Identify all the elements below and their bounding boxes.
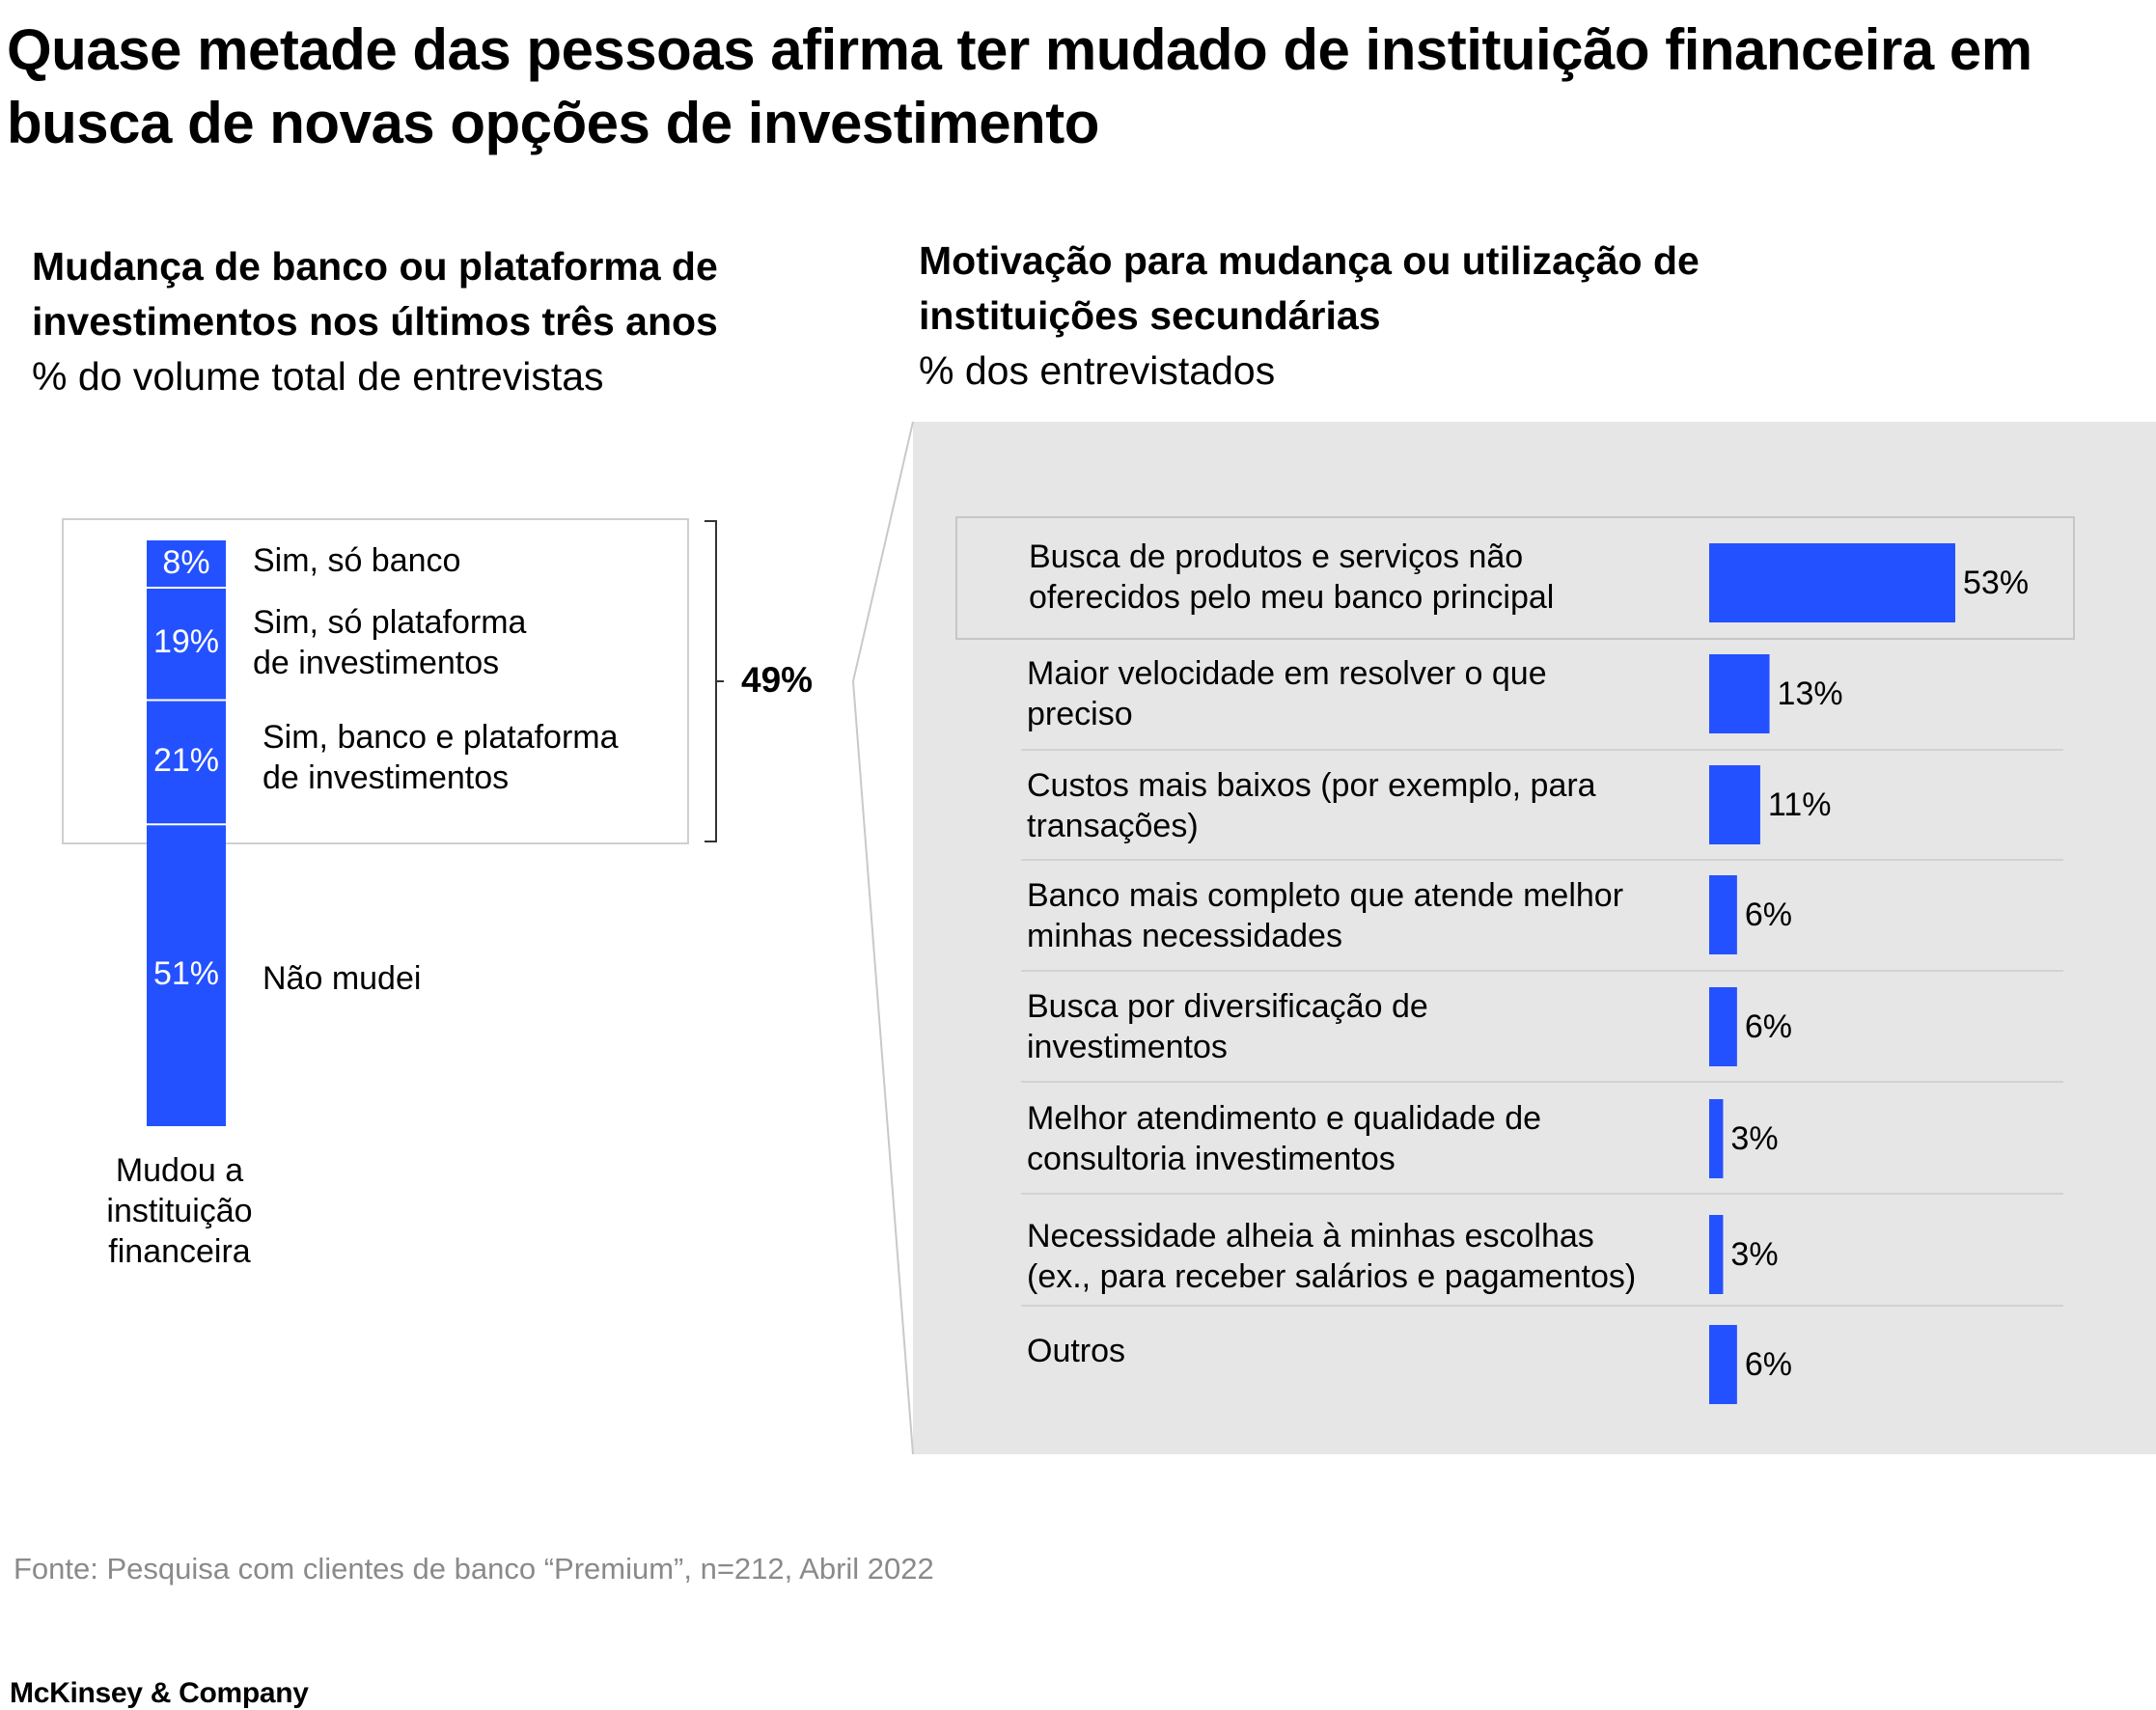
bar-category-label: Maior velocidade em resolver o que preci… bbox=[1027, 653, 1547, 734]
bar-value-label: 6% bbox=[1744, 1346, 1792, 1383]
bar-category-text: consultoria investimentos bbox=[1027, 1141, 1396, 1177]
segment-category-label: Sim, banco e plataforma de investimentos bbox=[263, 717, 619, 798]
segment-category-text: Sim, só plataforma bbox=[253, 604, 527, 641]
motivation-bar bbox=[1709, 654, 1770, 733]
stacked-segment bbox=[147, 824, 226, 1126]
bar-value-label: 3% bbox=[1730, 1120, 1779, 1157]
row-separator bbox=[1021, 1081, 2063, 1083]
right-chart-heading: Motivação para mudança ou utilização de … bbox=[919, 234, 1700, 399]
bar-category-text: Necessidade alheia à minhas escolhas bbox=[1027, 1218, 1594, 1255]
motivation-bar bbox=[1709, 765, 1760, 844]
bracket bbox=[705, 520, 724, 842]
segment-value-label: 8% bbox=[162, 543, 210, 581]
bar-value-label: 6% bbox=[1744, 1008, 1792, 1045]
main-title: Quase metade das pessoas afirma ter muda… bbox=[7, 17, 2032, 155]
bar-category-text: Banco mais completo que atende melhor bbox=[1027, 877, 1624, 914]
row-separator bbox=[1021, 970, 2063, 972]
segment-category-text: Não mudei bbox=[263, 960, 422, 997]
bar-category-label: Busca de produtos e serviços não ofereci… bbox=[1029, 537, 1554, 618]
row-separator bbox=[1021, 749, 2063, 751]
bar-category-label: Melhor atendimento e qualidade de consul… bbox=[1027, 1098, 1541, 1179]
bar-category-text: Busca de produtos e serviços não bbox=[1029, 538, 1524, 575]
bar-category-text: oferecidos pelo meu banco principal bbox=[1029, 579, 1555, 616]
bar-value-label: 53% bbox=[1963, 565, 2030, 601]
segment-value-label: 19% bbox=[152, 623, 220, 661]
highlight-box bbox=[955, 516, 2075, 640]
segment-category-label: Não mudei bbox=[263, 958, 421, 999]
connector-line-bottom bbox=[852, 680, 914, 1455]
segment-category-text: Sim, banco e plataforma bbox=[263, 719, 619, 756]
motivation-bar bbox=[1709, 1215, 1724, 1294]
bar-category-label: Custos mais baixos (por exemplo, para tr… bbox=[1027, 765, 1596, 846]
connector-line-top bbox=[852, 421, 914, 682]
bar-value-label: 13% bbox=[1777, 676, 1843, 712]
bar-category-text: preciso bbox=[1027, 696, 1133, 732]
bar-category-label: Busca por diversificação de investimento… bbox=[1027, 986, 1428, 1067]
bar-category-text: minhas necessidades bbox=[1027, 918, 1342, 954]
x-axis-label: Mudou a instituição financeira bbox=[85, 1150, 274, 1272]
bar-category-label: Banco mais completo que atende melhor mi… bbox=[1027, 875, 1623, 956]
motivation-bar bbox=[1709, 987, 1737, 1066]
motivation-bar bbox=[1709, 1099, 1724, 1178]
bar-category-label: Outros bbox=[1027, 1331, 1125, 1371]
changed-group-outline bbox=[62, 518, 689, 844]
row-separator bbox=[1021, 859, 2063, 861]
right-chart-unit: % dos entrevistados bbox=[919, 348, 1276, 393]
segment-category-text: de investimentos bbox=[253, 645, 500, 681]
brand-logo: McKinsey & Company bbox=[10, 1677, 309, 1709]
x-axis-label-line: Mudou a bbox=[115, 1152, 244, 1189]
stacked-segment bbox=[147, 588, 226, 701]
bar-category-text: transações) bbox=[1027, 808, 1199, 844]
segment-category-text: Sim, só banco bbox=[253, 542, 461, 579]
stacked-segment bbox=[147, 540, 226, 589]
bar-category-text: Busca por diversificação de bbox=[1027, 988, 1428, 1025]
left-chart-title-line2: investimentos nos últimos três anos bbox=[32, 299, 718, 344]
segment-category-text: de investimentos bbox=[263, 759, 510, 796]
segment-category-label: Sim, só banco bbox=[253, 540, 460, 581]
changed-total-label: 49% bbox=[741, 660, 814, 700]
row-separator bbox=[1021, 1193, 2063, 1195]
bar-category-text: Maior velocidade em resolver o que bbox=[1027, 655, 1547, 692]
left-chart-title-line1: Mudança de banco ou plataforma de bbox=[32, 244, 718, 289]
right-chart-title-line2: instituições secundárias bbox=[919, 293, 1381, 338]
bar-value-label: 3% bbox=[1730, 1236, 1779, 1273]
motivation-bar bbox=[1709, 543, 1955, 622]
left-chart-unit: % do volume total de entrevistas bbox=[32, 354, 604, 399]
source-footnote: Fonte: Pesquisa com clientes de banco “P… bbox=[14, 1552, 934, 1586]
motivation-bar bbox=[1709, 875, 1737, 954]
right-chart-title-line1: Motivação para mudança ou utilização de bbox=[919, 238, 1700, 283]
bar-category-text: Melhor atendimento e qualidade de bbox=[1027, 1100, 1542, 1137]
bar-category-label: Necessidade alheia à minhas escolhas (ex… bbox=[1027, 1216, 1636, 1297]
x-axis-label-line: instituição bbox=[106, 1193, 253, 1229]
motivation-bar bbox=[1709, 1325, 1737, 1404]
bar-value-label: 6% bbox=[1744, 896, 1792, 933]
bar-value-label: 11% bbox=[1767, 786, 1832, 823]
row-separator bbox=[1021, 1305, 2063, 1307]
segment-value-label: 21% bbox=[152, 741, 220, 779]
bracket-path bbox=[705, 520, 724, 842]
x-axis-label-line: financeira bbox=[108, 1233, 251, 1270]
segment-value-label: 51% bbox=[152, 954, 220, 992]
bar-category-text: Custos mais baixos (por exemplo, para bbox=[1027, 767, 1596, 804]
bar-category-text: Outros bbox=[1027, 1333, 1126, 1369]
stacked-segment bbox=[147, 700, 226, 825]
left-chart-heading: Mudança de banco ou plataforma de invest… bbox=[32, 239, 718, 404]
bar-category-text: investimentos bbox=[1027, 1029, 1228, 1065]
stacked-bar-chart bbox=[147, 540, 226, 1126]
bar-category-text: (ex., para receber salários e pagamentos… bbox=[1027, 1258, 1637, 1295]
segment-category-label: Sim, só plataforma de investimentos bbox=[253, 602, 526, 683]
